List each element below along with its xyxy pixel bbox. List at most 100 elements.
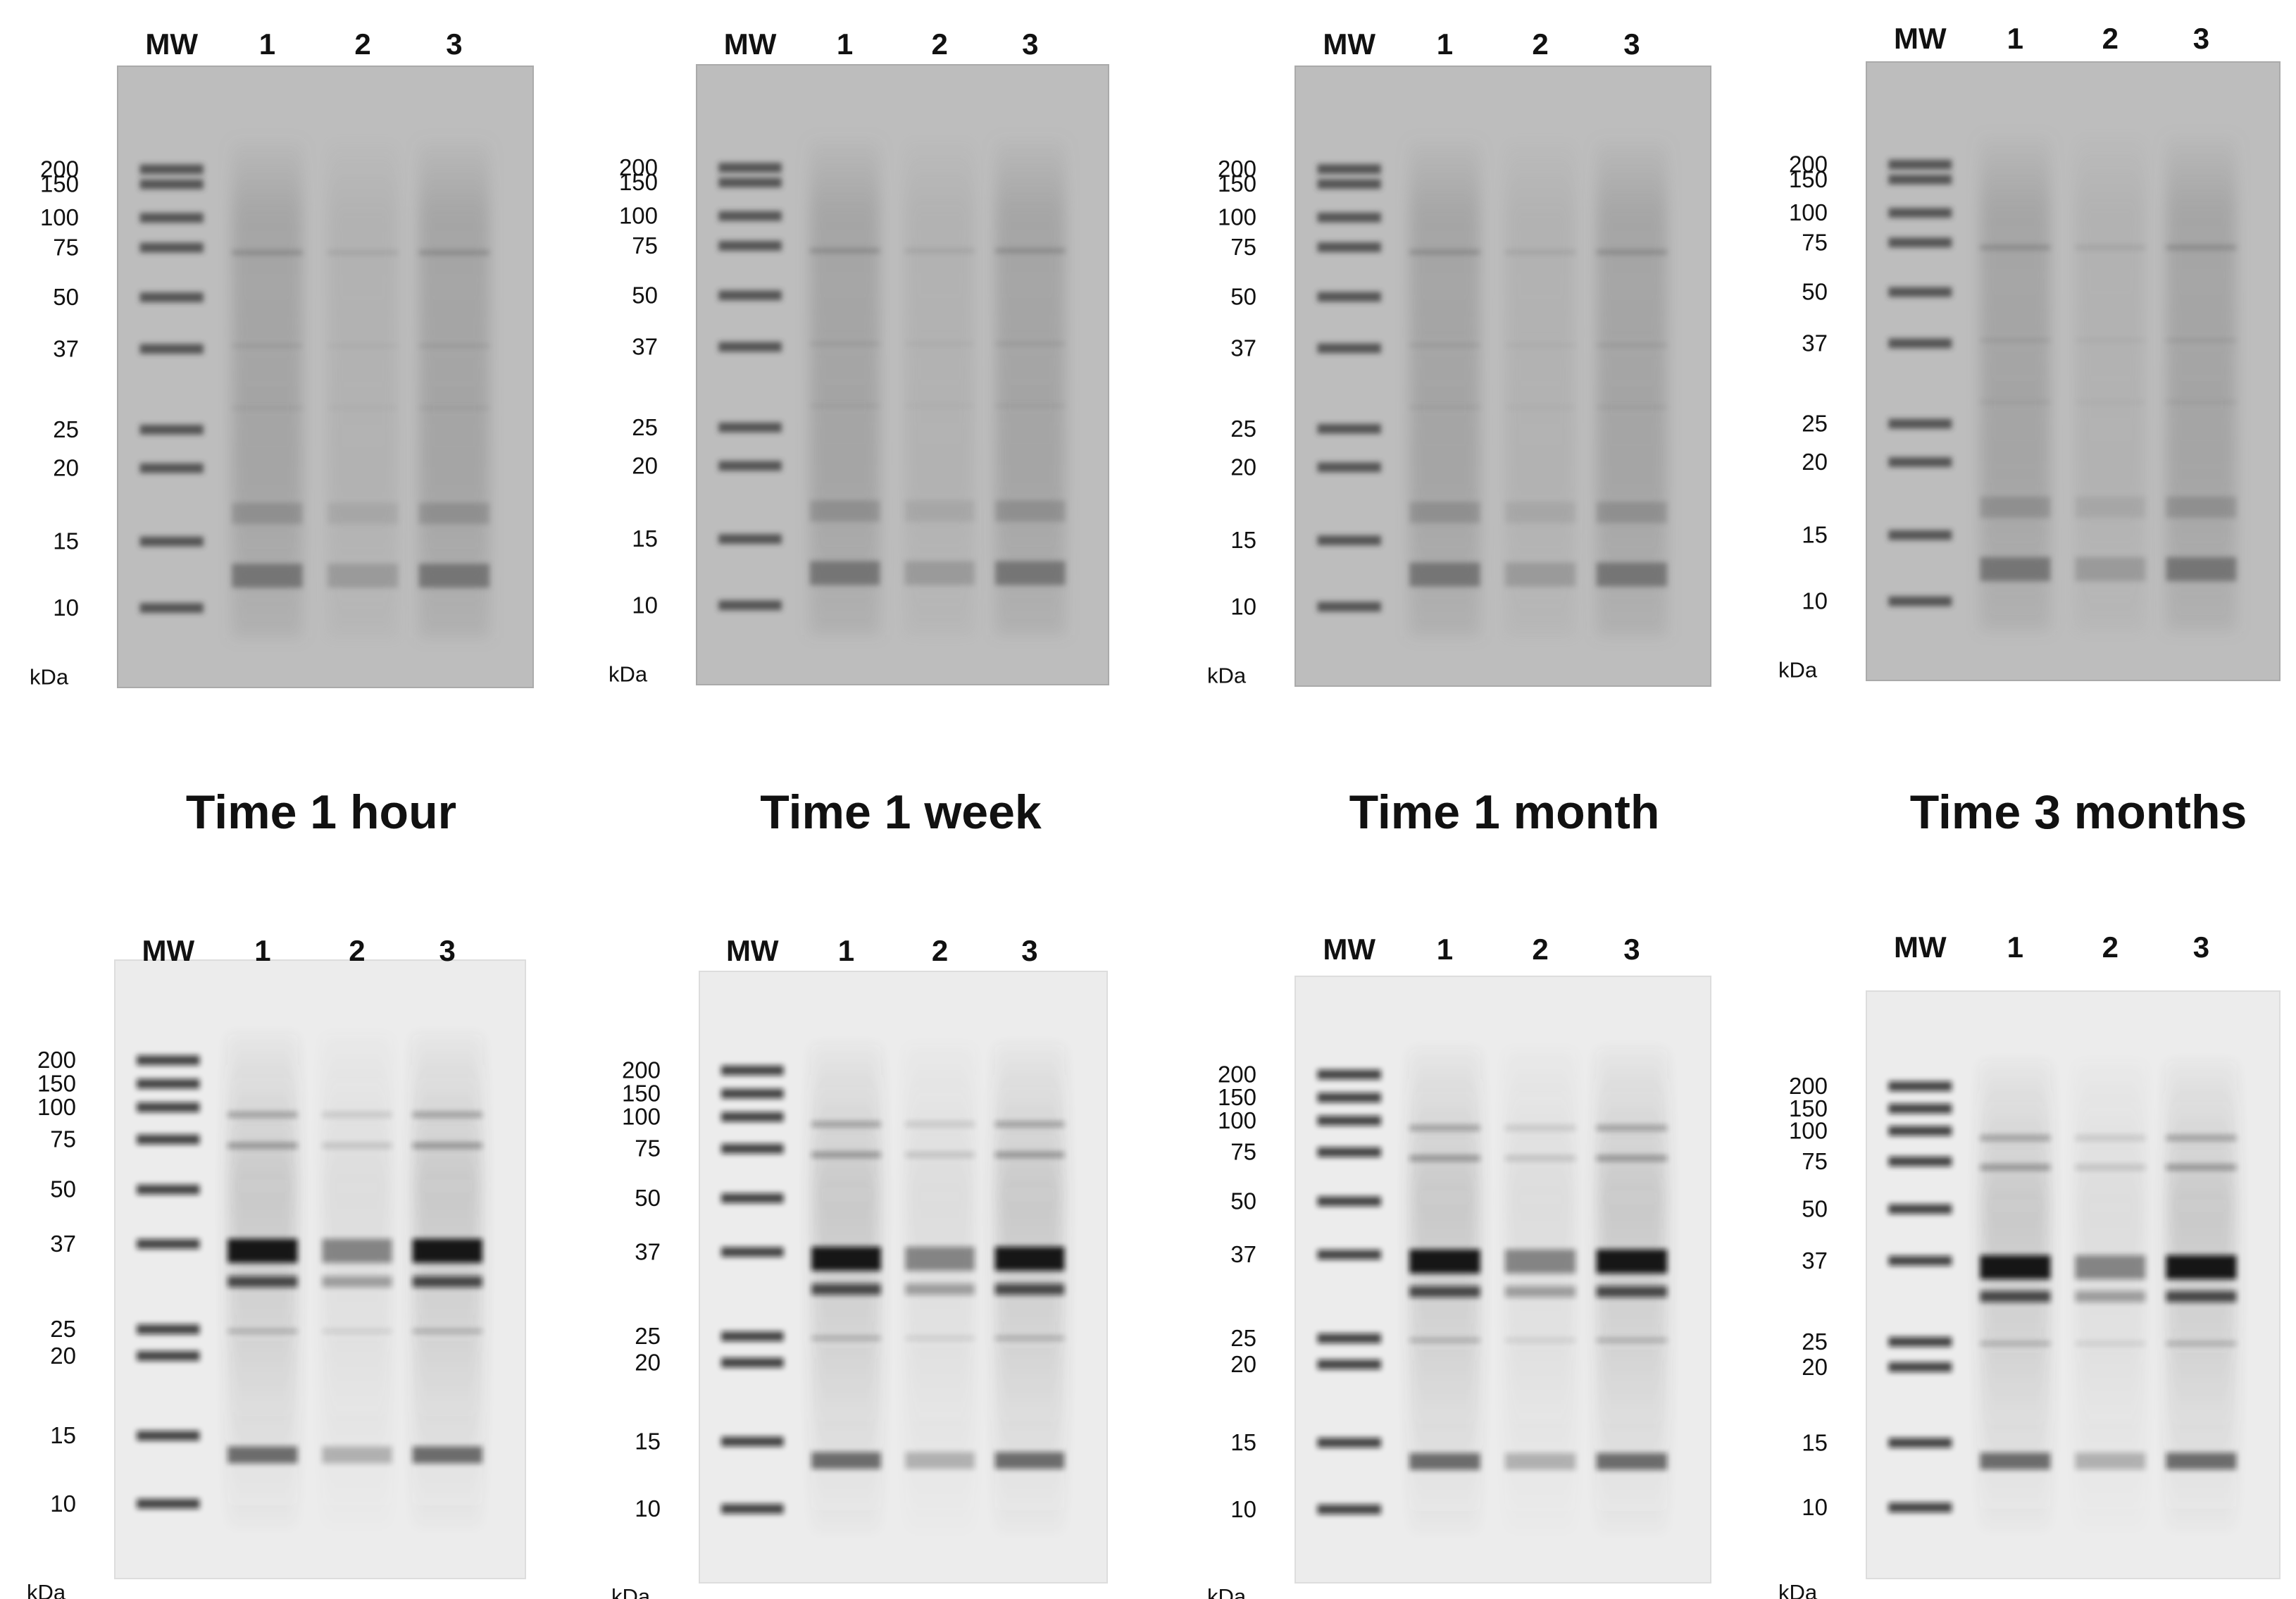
marker-label: 10 (1802, 588, 1828, 614)
marker-label: 25 (1230, 416, 1256, 442)
band (327, 503, 399, 525)
band (2166, 400, 2237, 404)
lane-label: 2 (932, 934, 948, 967)
band (994, 1452, 1065, 1469)
band (1409, 250, 1480, 254)
marker-label: 50 (1802, 1195, 1828, 1221)
band (1980, 497, 2051, 518)
unit-label: kDa (1778, 1580, 1818, 1599)
band (1409, 406, 1480, 409)
band (232, 406, 303, 410)
marker-band (720, 1112, 784, 1122)
band (322, 1112, 392, 1118)
band (322, 1446, 392, 1464)
marker-band (137, 1184, 200, 1195)
marker-label: 100 (1789, 1117, 1828, 1143)
band (811, 1283, 881, 1295)
marker-band (720, 1247, 784, 1257)
band (905, 1283, 975, 1295)
lane-label: 3 (439, 934, 456, 967)
unit-label: kDa (609, 662, 648, 687)
unit-label: kDa (27, 1580, 66, 1599)
marker-label: 100 (1218, 204, 1256, 230)
band (1409, 1125, 1480, 1131)
marker-label: 10 (53, 595, 79, 621)
marker-band (720, 1088, 784, 1099)
marker-label: 200 (619, 154, 658, 180)
band (2166, 1135, 2237, 1141)
marker-label: 75 (1230, 1139, 1256, 1165)
band (994, 1283, 1065, 1295)
marker-label: 75 (632, 232, 658, 259)
marker-label: 50 (50, 1176, 76, 1202)
marker-label: 50 (632, 282, 658, 308)
marker-band (1317, 1093, 1381, 1103)
band (1504, 1125, 1576, 1131)
band (905, 1336, 975, 1340)
marker-band (718, 600, 782, 611)
marker-label: 10 (1802, 1494, 1828, 1520)
marker-label: 15 (1230, 1429, 1256, 1455)
marker-label: 37 (635, 1238, 661, 1264)
band (2166, 245, 2237, 250)
lane-label: MW (1323, 933, 1375, 966)
marker-band (1317, 602, 1381, 612)
marker-band (137, 1055, 200, 1066)
band (1596, 1249, 1668, 1274)
lane-label: 3 (1022, 27, 1038, 61)
marker-label: 10 (50, 1491, 76, 1517)
lane-label: MW (1894, 22, 1947, 55)
marker-label: 15 (635, 1428, 661, 1454)
marker-label: 75 (50, 1126, 76, 1152)
marker-label: 100 (37, 1094, 76, 1120)
band (1409, 344, 1480, 347)
unit-label: kDa (1207, 1584, 1247, 1599)
marker-band (1888, 418, 1952, 429)
panel-title: Time 1 month (1349, 785, 1660, 839)
marker-band (720, 1065, 784, 1076)
lane-label: 1 (2007, 931, 2023, 964)
marker-band (1317, 423, 1381, 434)
band (2075, 556, 2146, 581)
lane-label: 2 (354, 27, 370, 61)
marker-band (720, 1436, 784, 1447)
marker-label: 37 (1230, 1241, 1256, 1267)
marker-band (718, 163, 782, 173)
band (1980, 1341, 2051, 1346)
marker-band (1888, 237, 1952, 248)
marker-band (1317, 462, 1381, 473)
marker-band (139, 179, 204, 189)
marker-band (1317, 343, 1381, 354)
lane-label: 1 (1437, 27, 1453, 61)
marker-label: 15 (50, 1422, 76, 1448)
band (905, 1152, 975, 1158)
lane-smear (232, 140, 303, 638)
marker-band (1888, 1502, 1952, 1513)
lane-label: 3 (1623, 27, 1640, 61)
band (2075, 1255, 2146, 1279)
band (418, 250, 490, 255)
marker-band (1317, 212, 1381, 223)
lane-smear (904, 139, 975, 635)
marker-band (1888, 287, 1952, 297)
band (904, 404, 975, 407)
band (905, 1452, 975, 1469)
marker-band (718, 422, 782, 433)
band (227, 1446, 298, 1464)
lane-label: 2 (349, 934, 365, 967)
marker-band (137, 1239, 200, 1250)
marker-band (1888, 174, 1952, 185)
band (2166, 1255, 2237, 1279)
marker-band (1888, 338, 1952, 349)
lane-label: 1 (2007, 22, 2023, 55)
marker-label: 20 (53, 455, 79, 481)
marker-label: 100 (1218, 1107, 1256, 1133)
marker-band (718, 534, 782, 545)
marker-band (720, 1503, 784, 1514)
band (2166, 1164, 2237, 1171)
marker-label: 100 (619, 203, 658, 229)
unit-label: kDa (1778, 658, 1818, 683)
band (1596, 1125, 1668, 1131)
band (2075, 497, 2146, 518)
lane-label: 2 (1532, 933, 1548, 966)
